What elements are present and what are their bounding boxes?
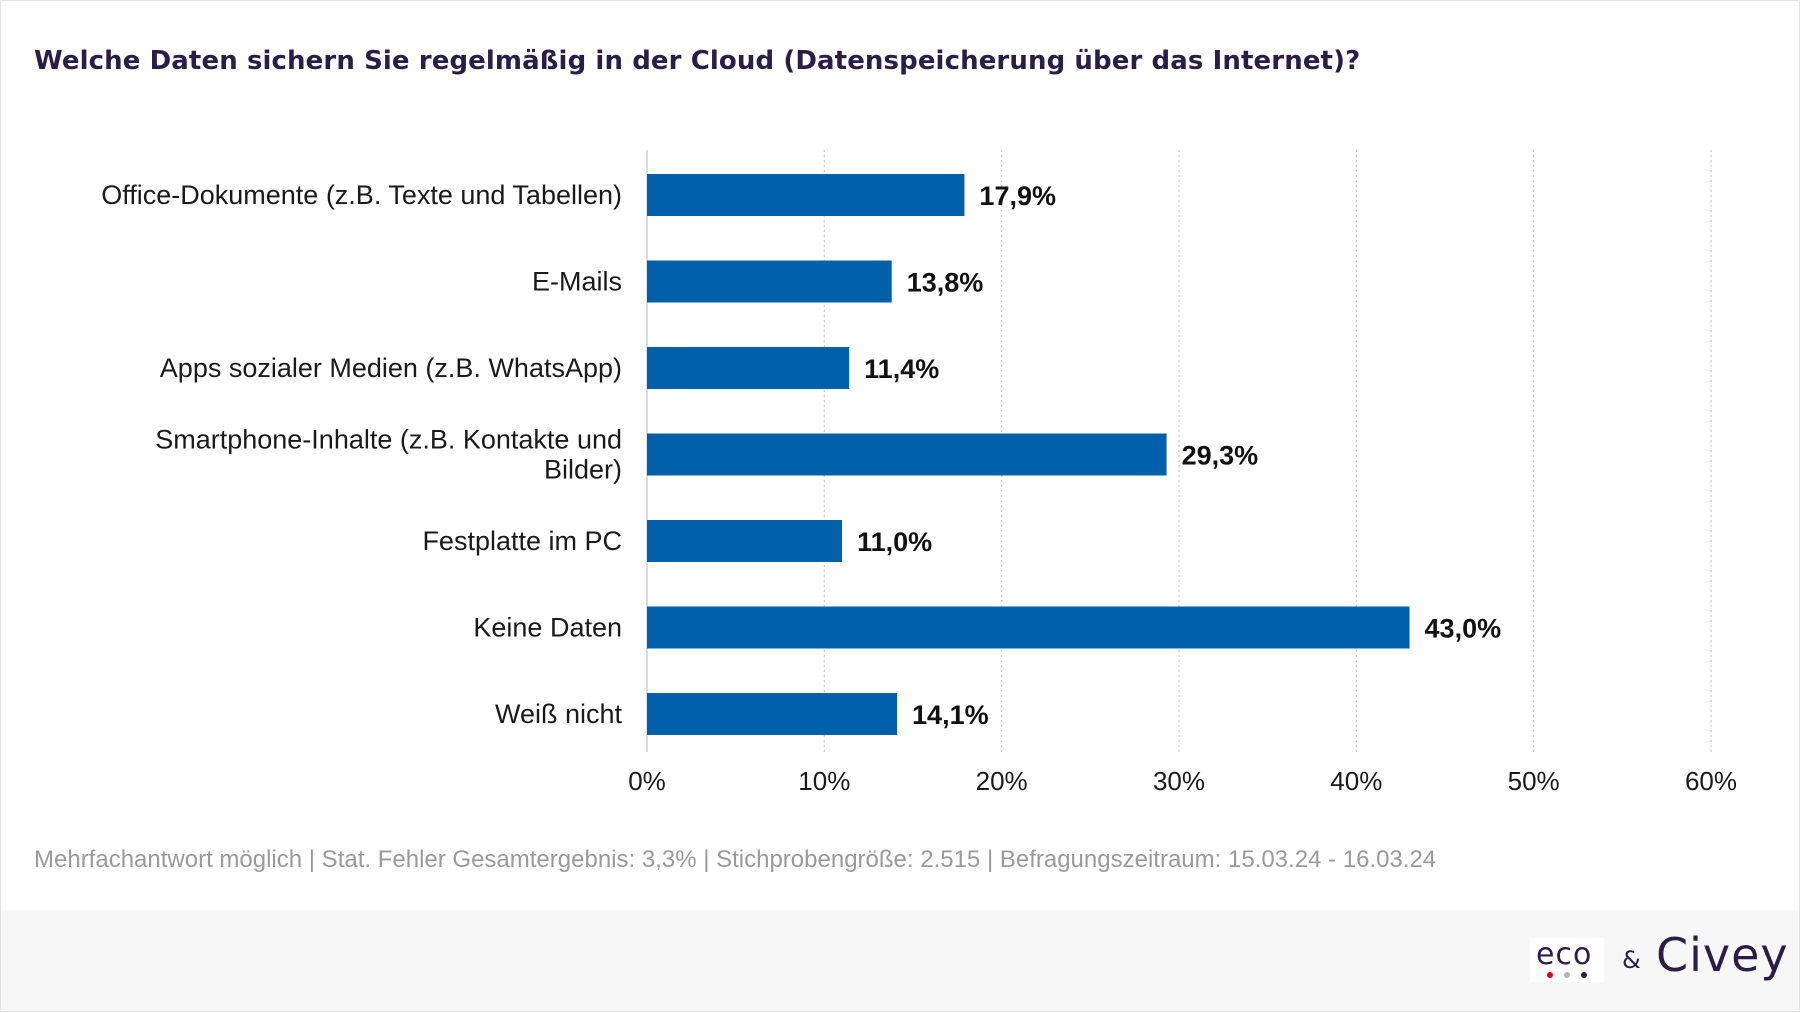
value-label: 29,3% — [1182, 441, 1259, 471]
value-label: 17,9% — [979, 181, 1056, 211]
bar — [647, 693, 898, 735]
value-label: 13,8% — [907, 268, 984, 298]
bar — [647, 606, 1410, 649]
value-label: 11,4% — [864, 354, 939, 384]
eco-logo-dot-grey — [1564, 972, 1570, 978]
x-tick-label: 10% — [798, 766, 850, 796]
bar — [647, 174, 965, 216]
bar — [647, 347, 850, 389]
value-label: 43,0% — [1425, 614, 1502, 644]
category-label: Apps sozialer Medien (z.B. WhatsApp) — [160, 353, 622, 383]
category-label: Smartphone-Inhalte (z.B. Kontakte und — [155, 425, 622, 455]
value-label: 11,0% — [857, 527, 932, 557]
x-tick-label: 40% — [1330, 766, 1382, 796]
footnote: Mehrfachantwort möglich | Stat. Fehler G… — [34, 846, 1437, 873]
bar — [647, 520, 843, 562]
eco-logo-text: eco — [1536, 937, 1593, 972]
x-tick-label: 50% — [1508, 766, 1560, 796]
bar — [647, 433, 1167, 476]
value-label: 14,1% — [912, 700, 989, 730]
category-label: Office-Dokumente (z.B. Texte und Tabelle… — [101, 180, 622, 210]
category-label: Bilder) — [544, 455, 622, 485]
bar — [647, 260, 892, 303]
eco-logo-dot-purple — [1581, 972, 1587, 978]
x-tick-label: 60% — [1685, 766, 1737, 796]
x-tick-label: 20% — [976, 766, 1028, 796]
footer-band — [1, 910, 1799, 1010]
category-label: E-Mails — [532, 267, 622, 297]
category-label: Weiß nicht — [495, 699, 623, 729]
chart-title: Welche Daten sichern Sie regelmäßig in d… — [34, 46, 1361, 76]
x-tick-label: 30% — [1153, 766, 1205, 796]
civey-logo: Civey — [1656, 928, 1789, 982]
category-label: Keine Daten — [473, 613, 622, 643]
x-tick-label: 0% — [628, 766, 666, 796]
category-label: Festplatte im PC — [422, 526, 622, 556]
ampersand: & — [1622, 946, 1641, 974]
bar-chart: 0% 10% 20% 30% 40% 50% 60% Office-Dokumente (z.… — [101, 150, 1737, 796]
eco-logo: eco — [1530, 938, 1604, 982]
eco-logo-dot-red — [1547, 972, 1553, 978]
